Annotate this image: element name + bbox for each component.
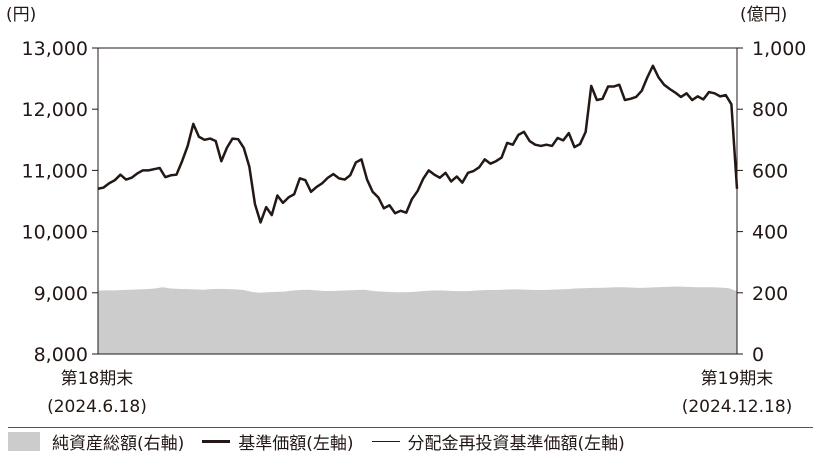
right-axis-tick-label: 800	[752, 99, 788, 121]
x-end-label-period: 第19期末	[701, 369, 774, 389]
right-axis-tick-label: 600	[752, 160, 788, 182]
right-axis-tick-label: 1,000	[752, 38, 806, 60]
legend-swatch-thick-line	[202, 440, 231, 443]
legend: 純資産総額(右軸) 基準価額(左軸) 分配金再投資基準価額(左軸)	[8, 427, 813, 455]
legend-label-reinvested-nav: 分配金再投資基準価額(左軸)	[407, 434, 625, 454]
legend-label-nav: 基準価額(左軸)	[238, 434, 354, 454]
left-axis-tick-label: 11,000	[22, 160, 88, 182]
right-axis-tick-label: 400	[752, 222, 788, 244]
left-unit-label: (円)	[6, 5, 36, 25]
legend-item-nav: 基準価額(左軸)	[202, 429, 354, 454]
x-end-label-date: (2024.12.18)	[682, 397, 793, 417]
x-start-label-date: (2024.6.18)	[47, 397, 147, 417]
axis-ticks-layer: 13,000 1,000 12,000 800 11,000 600 10,000 400 9,…	[22, 38, 807, 366]
fund-chart: (円) (億円) 13,000 1,000 12,000 800 11,000 600 10…	[6, 5, 807, 417]
x-start-label-period: 第18期末	[61, 369, 134, 389]
legend-item-reinvested-nav: 分配金再投資基準価額(左軸)	[371, 429, 625, 454]
legend-swatch-area	[8, 432, 40, 451]
left-axis-tick-label: 12,000	[22, 99, 88, 121]
nav-lines-layer	[97, 64, 739, 224]
plot-frame	[97, 47, 738, 355]
legend-swatch-thin-line	[371, 441, 400, 442]
left-axis-tick-label: 8,000	[34, 344, 88, 366]
series-area-net-assets	[98, 286, 737, 354]
right-unit-label: (億円)	[740, 5, 787, 25]
series-line-nav	[97, 64, 739, 224]
series-line-reinvested-nav	[97, 65, 738, 223]
right-axis-tick-label: 200	[752, 283, 788, 305]
legend-label-net-assets: 純資産総額(右軸)	[52, 434, 185, 454]
legend-item-net-assets: 純資産総額(右軸)	[8, 429, 184, 454]
left-axis-tick-label: 10,000	[22, 222, 88, 244]
right-axis-tick-label: 0	[752, 344, 764, 366]
net-assets-area-layer	[98, 286, 737, 354]
left-axis-tick-label: 9,000	[34, 283, 88, 305]
left-axis-tick-label: 13,000	[22, 38, 88, 60]
